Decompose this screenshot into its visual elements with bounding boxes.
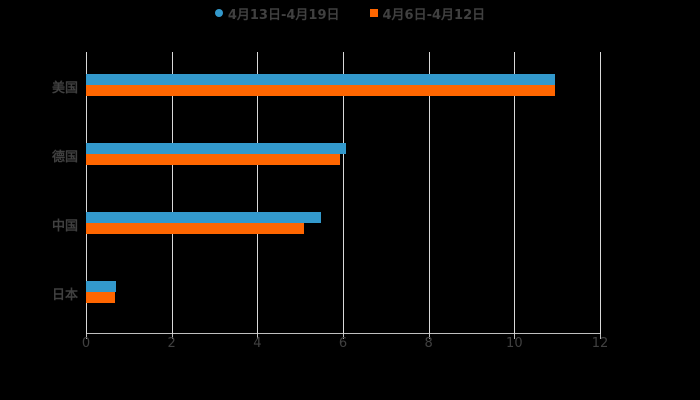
plot-area bbox=[86, 52, 601, 339]
x-tick-label: 6 bbox=[338, 336, 348, 351]
chart-legend: 4月13日-4月19日 4月6日-4月12日 bbox=[0, 4, 700, 23]
x-tick bbox=[600, 334, 601, 339]
y-category-label: 德国 bbox=[51, 150, 78, 165]
bar-1[interactable] bbox=[86, 74, 556, 85]
series-2-marker-icon bbox=[369, 9, 378, 17]
x-tick-label: 0 bbox=[81, 336, 91, 351]
x-tick bbox=[171, 334, 173, 339]
gridline bbox=[600, 52, 601, 334]
legend-label: 4月13日-4月19日 bbox=[227, 7, 340, 23]
y-category-label: 中国 bbox=[51, 219, 78, 234]
x-tick-label: 10 bbox=[506, 336, 523, 351]
gridline bbox=[514, 52, 516, 334]
gridline bbox=[343, 52, 344, 334]
legend-label: 4月6日-4月12日 bbox=[382, 7, 486, 23]
bar-1[interactable] bbox=[86, 212, 322, 223]
bar-2[interactable] bbox=[86, 154, 340, 165]
legend-item-series-2[interactable]: 4月6日-4月12日 bbox=[369, 4, 486, 23]
bar-2[interactable] bbox=[86, 223, 305, 234]
x-tick bbox=[257, 334, 259, 339]
bar-1[interactable] bbox=[86, 281, 116, 292]
x-tick-label: 2 bbox=[167, 336, 176, 351]
bar-2[interactable] bbox=[86, 85, 556, 96]
gridline bbox=[428, 52, 430, 334]
y-category-label: 美国 bbox=[51, 81, 78, 96]
x-tick bbox=[86, 334, 87, 339]
x-tick-label: 12 bbox=[591, 336, 609, 351]
series-1-marker-icon bbox=[214, 9, 223, 17]
bar-2[interactable] bbox=[86, 292, 116, 303]
y-category-label: 日本 bbox=[51, 288, 78, 303]
x-tick bbox=[428, 334, 430, 339]
x-tick-label: 8 bbox=[424, 336, 433, 351]
legend-item-series-1[interactable]: 4月13日-4月19日 bbox=[214, 4, 340, 23]
x-tick-label: 4 bbox=[253, 336, 262, 351]
x-tick bbox=[343, 334, 344, 339]
gridline bbox=[171, 52, 173, 334]
gridline bbox=[257, 52, 259, 334]
bar-1[interactable] bbox=[86, 143, 346, 154]
gridline bbox=[86, 52, 87, 334]
x-tick bbox=[514, 334, 516, 339]
